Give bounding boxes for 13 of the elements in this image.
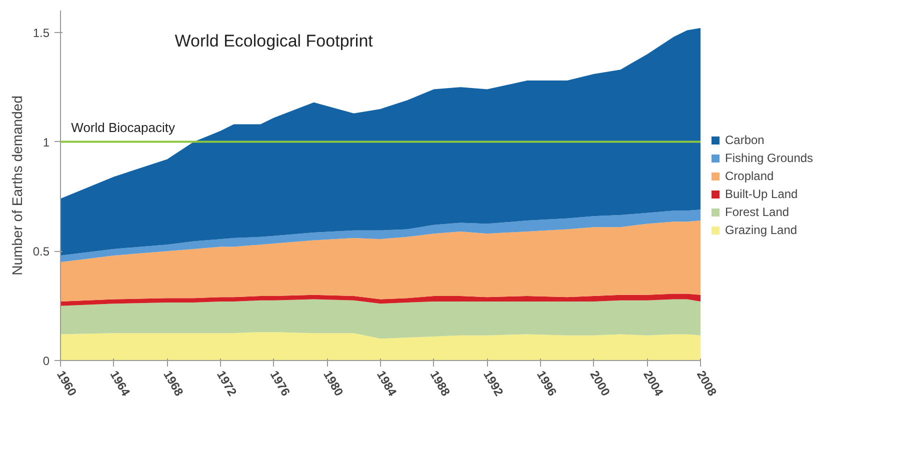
- y-axis-title: Number of Earths demanded: [8, 96, 25, 276]
- legend-label: Built-Up Land: [725, 187, 798, 201]
- legend-label: Fishing Grounds: [725, 151, 814, 165]
- legend-label: Cropland: [725, 169, 774, 183]
- y-tick-label: 0.5: [32, 244, 50, 259]
- legend-label: Grazing Land: [725, 223, 798, 237]
- text: World Ecological Footprint: [174, 32, 374, 50]
- legend-label: Carbon: [725, 133, 764, 147]
- y-tick-label: 0: [42, 354, 50, 368]
- y-tick-label: 1: [42, 135, 50, 150]
- y-tick-label: 1.5: [32, 26, 50, 40]
- ref-line-label: World Biocapacity: [71, 120, 176, 135]
- legend-label: Forest Land: [725, 205, 790, 219]
